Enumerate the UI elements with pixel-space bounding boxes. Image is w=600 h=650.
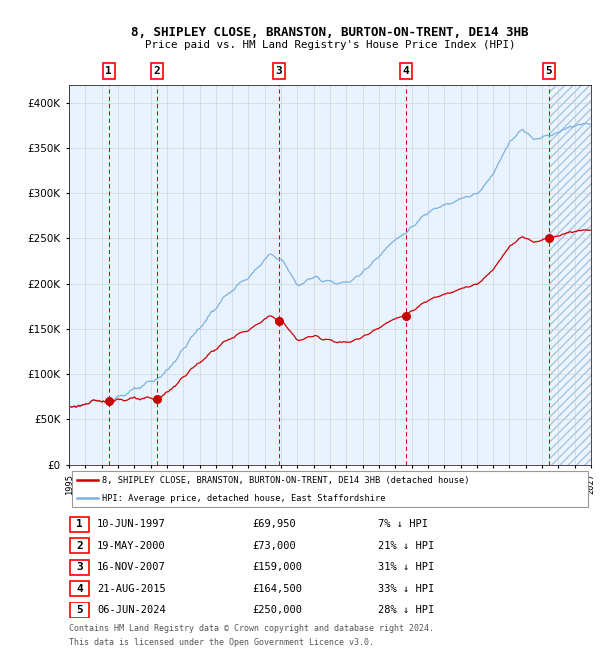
- FancyBboxPatch shape: [70, 581, 89, 596]
- Bar: [69, 84, 109, 465]
- Text: 19-MAY-2000: 19-MAY-2000: [97, 541, 166, 551]
- FancyBboxPatch shape: [70, 560, 89, 575]
- Bar: [109, 84, 157, 465]
- Text: £159,000: £159,000: [252, 562, 302, 572]
- Text: £164,500: £164,500: [252, 584, 302, 593]
- Text: 21-AUG-2015: 21-AUG-2015: [97, 584, 166, 593]
- Text: 21% ↓ HPI: 21% ↓ HPI: [378, 541, 434, 551]
- Text: 5: 5: [76, 605, 83, 615]
- Text: 31% ↓ HPI: 31% ↓ HPI: [378, 562, 434, 572]
- Text: 3: 3: [76, 562, 83, 572]
- Text: £69,950: £69,950: [252, 519, 296, 529]
- Text: 4: 4: [403, 66, 409, 76]
- Text: HPI: Average price, detached house, East Staffordshire: HPI: Average price, detached house, East…: [102, 493, 385, 502]
- Text: 7% ↓ HPI: 7% ↓ HPI: [378, 519, 428, 529]
- Bar: [549, 84, 591, 465]
- FancyBboxPatch shape: [70, 603, 89, 618]
- Text: £73,000: £73,000: [252, 541, 296, 551]
- Text: 16-NOV-2007: 16-NOV-2007: [97, 562, 166, 572]
- Text: 3: 3: [276, 66, 283, 76]
- FancyBboxPatch shape: [71, 471, 589, 507]
- Bar: [279, 84, 406, 465]
- Text: 06-JUN-2024: 06-JUN-2024: [97, 605, 166, 615]
- Bar: [406, 84, 549, 465]
- Text: This data is licensed under the Open Government Licence v3.0.: This data is licensed under the Open Gov…: [69, 638, 374, 647]
- Text: 2: 2: [154, 66, 160, 76]
- FancyBboxPatch shape: [70, 517, 89, 532]
- Text: Contains HM Land Registry data © Crown copyright and database right 2024.: Contains HM Land Registry data © Crown c…: [69, 624, 434, 633]
- Text: £250,000: £250,000: [252, 605, 302, 615]
- Text: Price paid vs. HM Land Registry's House Price Index (HPI): Price paid vs. HM Land Registry's House …: [145, 40, 515, 50]
- Text: 8, SHIPLEY CLOSE, BRANSTON, BURTON-ON-TRENT, DE14 3HB (detached house): 8, SHIPLEY CLOSE, BRANSTON, BURTON-ON-TR…: [102, 476, 469, 485]
- FancyBboxPatch shape: [70, 538, 89, 553]
- Text: 28% ↓ HPI: 28% ↓ HPI: [378, 605, 434, 615]
- Text: 5: 5: [546, 66, 553, 76]
- Text: 8, SHIPLEY CLOSE, BRANSTON, BURTON-ON-TRENT, DE14 3HB: 8, SHIPLEY CLOSE, BRANSTON, BURTON-ON-TR…: [131, 26, 529, 39]
- Text: 1: 1: [76, 519, 83, 529]
- Bar: [549, 84, 591, 465]
- Text: 2: 2: [76, 541, 83, 551]
- Text: 4: 4: [76, 584, 83, 593]
- Text: 1: 1: [106, 66, 112, 76]
- Bar: [157, 84, 279, 465]
- Text: 10-JUN-1997: 10-JUN-1997: [97, 519, 166, 529]
- Text: 33% ↓ HPI: 33% ↓ HPI: [378, 584, 434, 593]
